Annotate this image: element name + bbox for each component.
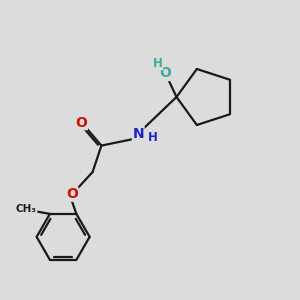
Text: H: H xyxy=(153,57,163,70)
Text: O: O xyxy=(66,187,78,201)
Text: O: O xyxy=(159,66,171,80)
Text: N: N xyxy=(132,127,144,141)
Text: CH₃: CH₃ xyxy=(16,205,37,214)
Text: H: H xyxy=(148,131,158,144)
Text: O: O xyxy=(76,116,87,130)
